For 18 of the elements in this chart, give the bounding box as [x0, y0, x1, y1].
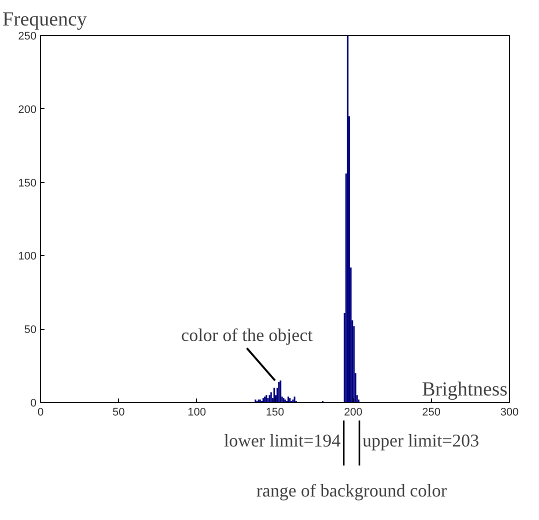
y-tick-label: 100: [18, 250, 37, 263]
y-tick-label: 50: [24, 324, 37, 336]
text: upper limit=203: [362, 430, 480, 450]
x-tick-label: 300: [500, 406, 519, 418]
text: range of background color: [256, 480, 447, 500]
x-tick-label: 100: [188, 406, 206, 418]
annotation: color of the object: [181, 325, 313, 346]
x-tick-label: 50: [112, 406, 125, 418]
x-tick-label: 250: [422, 406, 441, 418]
text: lower limit=194: [224, 430, 341, 450]
y-tick-label: 150: [18, 177, 37, 190]
y-tick-label: 250: [18, 30, 37, 42]
x-tick-label: 150: [266, 406, 284, 418]
y-tick-label: 0: [30, 398, 37, 410]
x-tick-label: 200: [344, 406, 362, 418]
x-axis-title: Brightness: [422, 378, 508, 400]
y-axis-title: Frequency: [2, 8, 87, 30]
y-tick-label: 200: [18, 104, 37, 116]
